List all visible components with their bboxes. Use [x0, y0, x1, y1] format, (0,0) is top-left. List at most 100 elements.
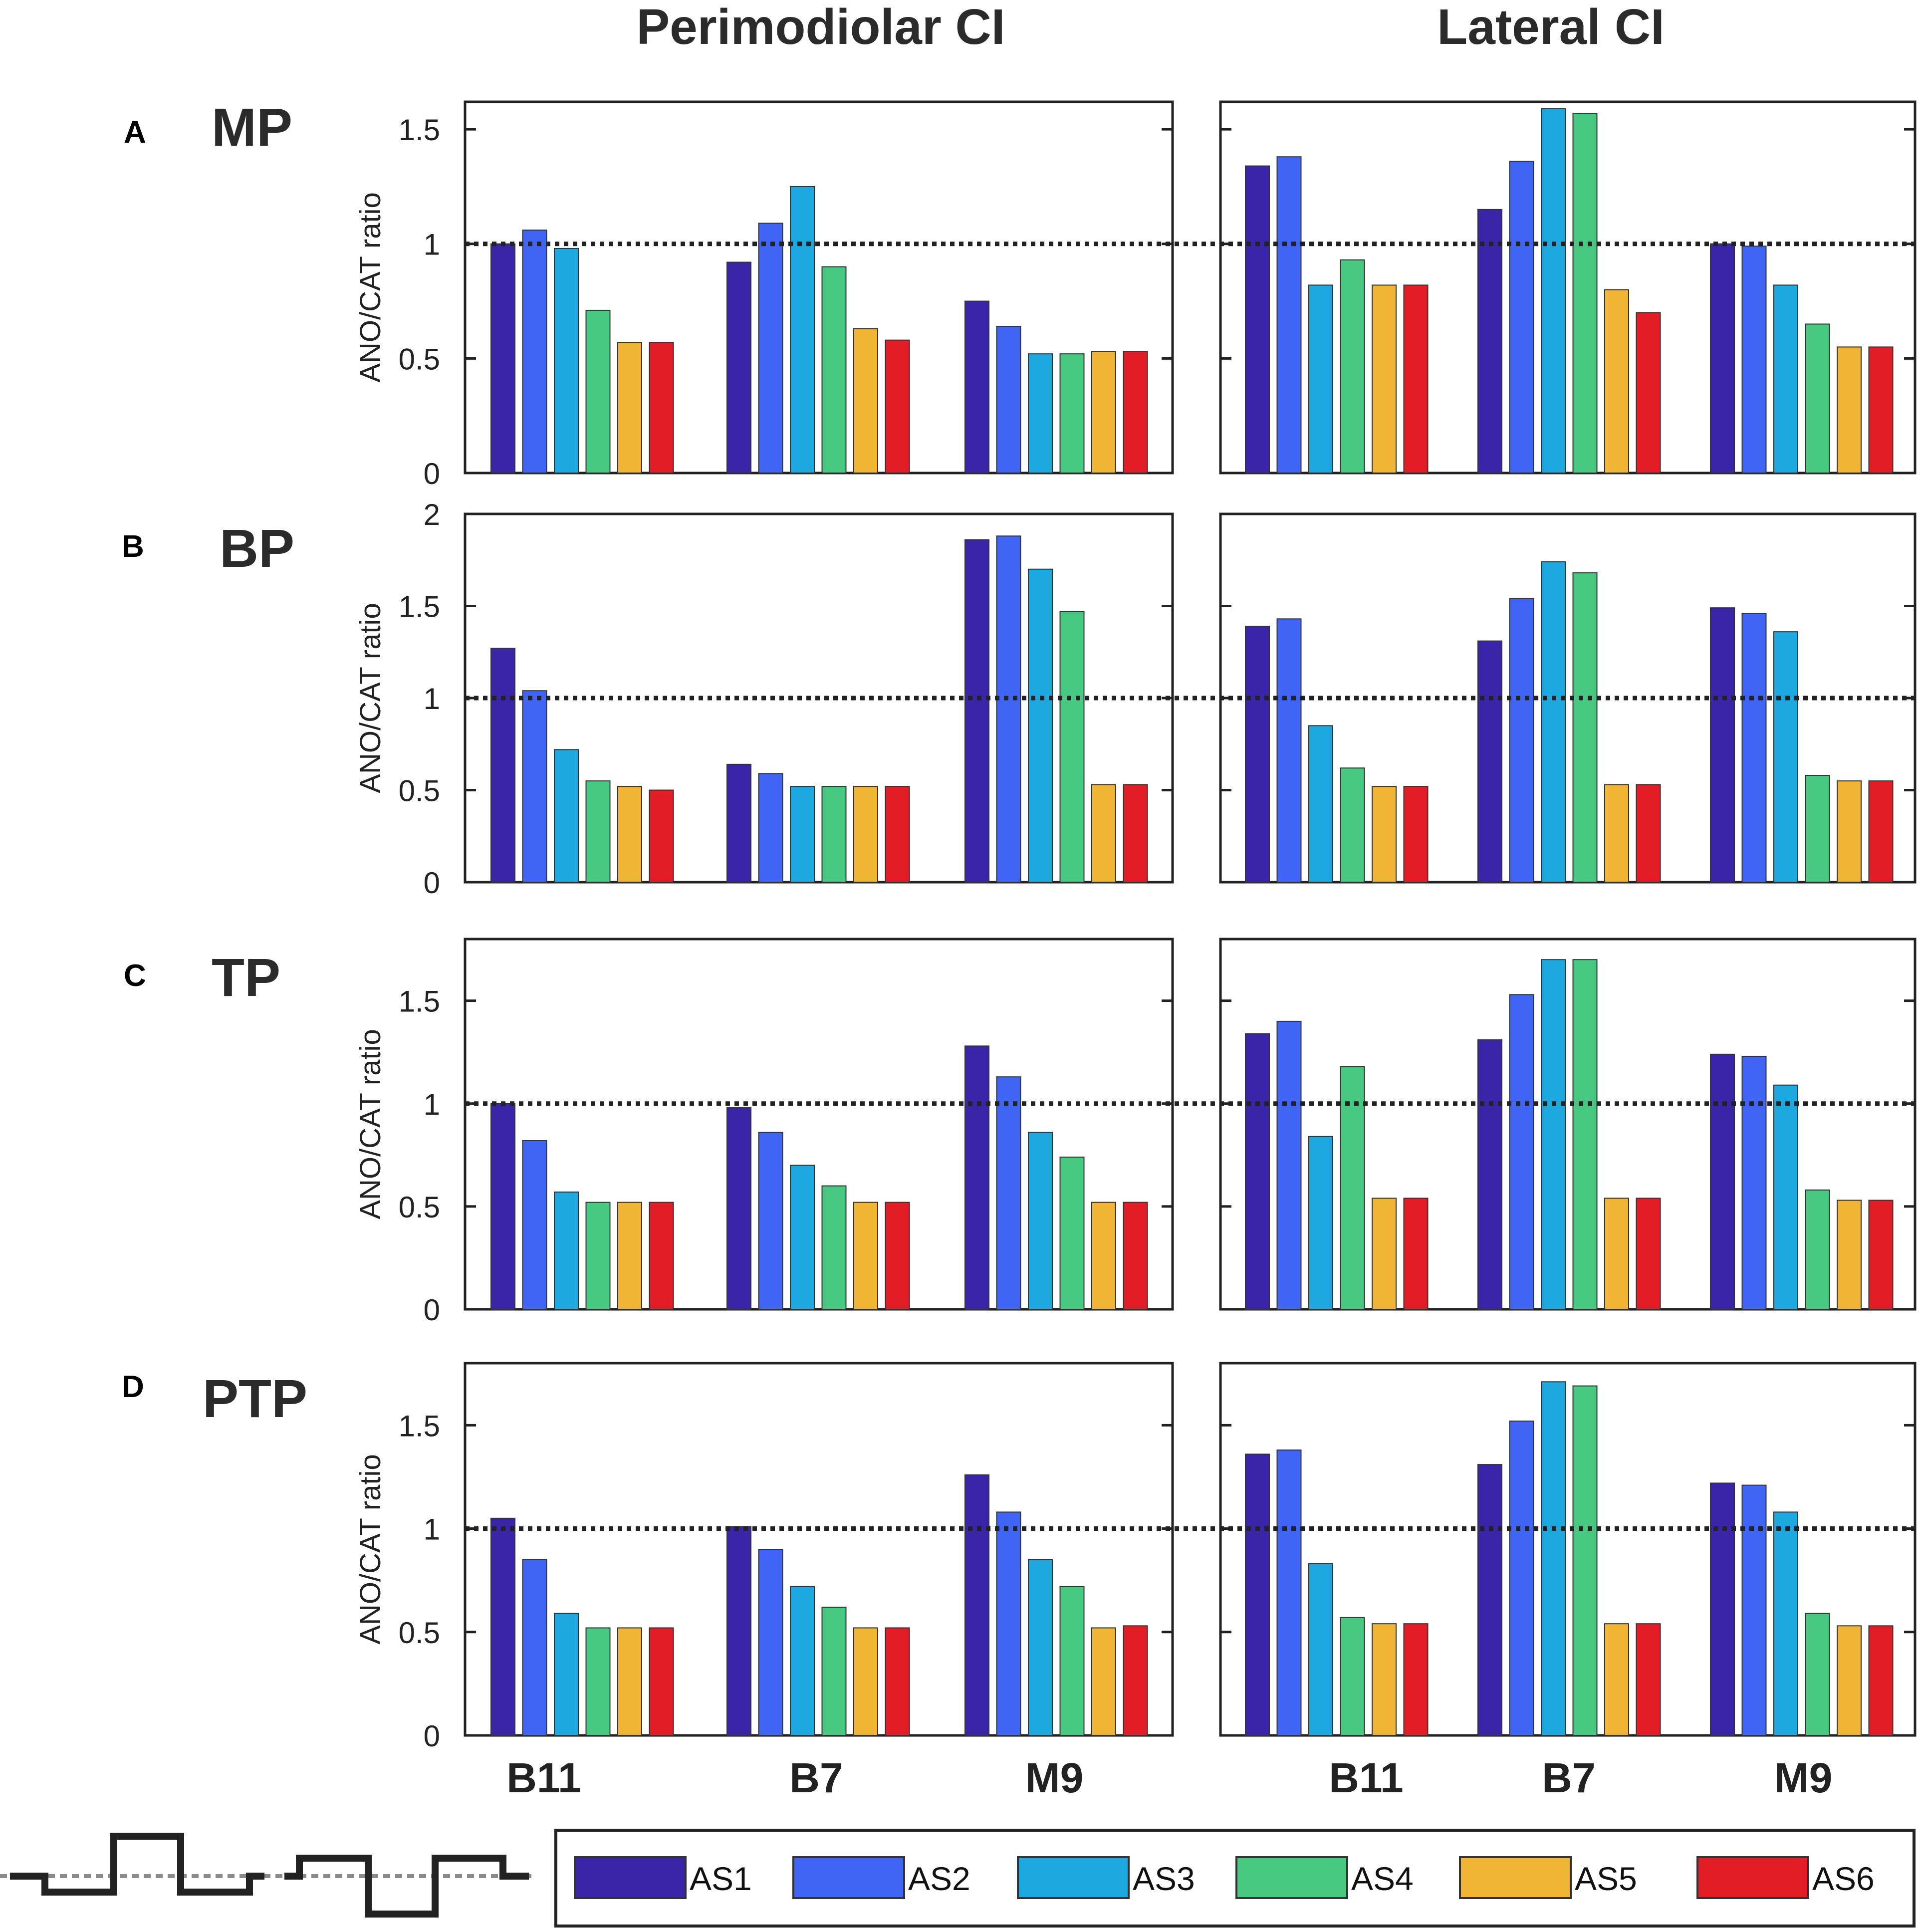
bar-b11-as4	[585, 1627, 611, 1736]
y-axis-label: ANO/CAT ratio	[354, 1029, 387, 1219]
panel-mp-lateral	[1219, 100, 1917, 475]
bar-b11-as3	[554, 1192, 579, 1310]
panel-mp-perimodiolar: 0 0.5 1 1.5 ANO/CAT ratio	[354, 100, 1174, 490]
bar-b11-as6	[1403, 284, 1429, 474]
bar-b7-as5	[853, 1627, 878, 1736]
bar-b7-as6	[885, 339, 910, 474]
panel-letter-b: B	[122, 529, 144, 564]
bar-m9-as4	[1059, 611, 1085, 883]
bar-b11-as3	[1308, 725, 1333, 883]
bar-b11-as5	[1372, 1198, 1397, 1310]
row-title-mp: MP	[212, 97, 292, 157]
category-label-m9-right: M9	[1774, 1754, 1833, 1801]
bar-b11-as1	[1245, 165, 1270, 474]
bar-m9-as4	[1059, 1156, 1085, 1310]
bar-m9-as3	[1773, 631, 1798, 883]
bar-b7-as4	[821, 1185, 847, 1310]
legend-swatch-as1	[574, 1856, 687, 1899]
bar-b7-as5	[1604, 289, 1629, 474]
ytick-label: 1.5	[399, 113, 440, 147]
bar-b11-as6	[1403, 1623, 1429, 1736]
ytick-label: 1.5	[399, 590, 440, 624]
bar-b11-as3	[1308, 1563, 1333, 1736]
y-axis-label: ANO/CAT ratio	[354, 1454, 387, 1644]
row-title-bp: BP	[220, 518, 294, 578]
bar-b11-as1	[490, 1103, 515, 1310]
legend-label-as3: AS3	[1133, 1860, 1195, 1897]
bar-b11-as2	[522, 690, 547, 883]
bar-m9-as5	[1091, 1202, 1116, 1310]
ytick-label: 0	[424, 1719, 440, 1753]
bar-b11-as5	[617, 1627, 642, 1736]
bar-b7-as4	[1572, 572, 1598, 883]
bar-m9-as2	[996, 1076, 1021, 1310]
bar-m9-as5	[1837, 1625, 1862, 1736]
bar-m9-as2	[996, 326, 1021, 474]
bar-m9-as1	[964, 539, 989, 883]
bar-m9-as3	[1028, 568, 1053, 883]
bar-m9-as3	[1773, 284, 1798, 474]
bar-m9-as3	[1028, 1132, 1053, 1310]
bar-b11-as1	[490, 648, 515, 883]
bar-b7-as4	[1572, 1385, 1598, 1736]
bar-b7-as3	[790, 186, 815, 474]
bar-m9-as4	[1059, 353, 1085, 474]
bar-b7-as6	[1636, 1623, 1661, 1736]
bar-m9-as6	[1123, 1625, 1148, 1736]
bar-m9-as1	[964, 300, 989, 474]
bar-b11-as2	[522, 1559, 547, 1736]
category-label-b7-right: B7	[1542, 1754, 1595, 1801]
bar-m9-as6	[1123, 784, 1148, 883]
row-title-ptp: PTP	[203, 1368, 307, 1429]
legend-swatch-as2	[792, 1856, 905, 1899]
bar-m9-as2	[996, 535, 1021, 883]
bar-b11-as1	[1245, 626, 1270, 883]
bar-b7-as5	[853, 786, 878, 883]
bar-b7-as5	[1604, 1198, 1629, 1310]
legend-swatch-as6	[1696, 1856, 1809, 1899]
legend-items: AS1 AS2 AS3 AS4 AS5 AS6	[574, 1856, 1875, 1899]
ytick-label: 0	[424, 866, 440, 900]
legend-label-as1: AS1	[690, 1860, 752, 1897]
bar-b11-as5	[1372, 1623, 1397, 1736]
bar-m9-as6	[1868, 1200, 1894, 1310]
ytick-label: 0.5	[399, 774, 440, 808]
axes-box	[464, 1362, 1174, 1737]
bar-b7-as2	[1509, 1421, 1534, 1736]
bar-b11-as3	[1308, 1136, 1333, 1310]
bar-b7-as3	[790, 786, 815, 883]
bar-b11-as4	[585, 1202, 611, 1310]
bar-b11-as2	[1276, 1449, 1302, 1736]
bar-b11-as4	[585, 780, 611, 883]
bar-b11-as6	[649, 789, 674, 883]
axes-box	[1219, 100, 1917, 475]
ytick-label: 1	[424, 228, 440, 261]
bar-b7-as6	[1636, 312, 1661, 474]
bar-b7-as1	[726, 763, 751, 883]
bar-b11-as1	[1245, 1033, 1270, 1310]
legend-swatch-as4	[1235, 1856, 1348, 1899]
bar-b11-as6	[649, 342, 674, 474]
bar-b7-as4	[821, 266, 847, 474]
waveform-cathodic-first	[284, 1855, 529, 1918]
bar-b7-as1	[726, 1526, 751, 1736]
y-axis-label: ANO/CAT ratio	[354, 603, 387, 793]
bar-b11-as2	[1276, 156, 1302, 474]
row-title-tp: TP	[212, 947, 280, 1007]
bar-b11-as3	[554, 1613, 579, 1736]
bar-b11-as4	[1340, 1066, 1365, 1310]
bar-m9-as5	[1837, 1200, 1862, 1310]
bar-m9-as4	[1059, 1586, 1085, 1736]
bar-b11-as1	[490, 243, 515, 474]
panel-letter-a: A	[124, 115, 146, 150]
ytick-label: 2	[424, 498, 440, 531]
ytick-label: 1.5	[399, 1409, 440, 1443]
axes-box	[464, 100, 1174, 475]
bar-b7-as5	[1604, 1623, 1629, 1736]
bar-b7-as6	[885, 786, 910, 883]
bar-m9-as6	[1868, 346, 1894, 474]
bar-m9-as1	[964, 1474, 989, 1736]
bar-m9-as4	[1805, 1613, 1830, 1736]
bar-b7-as2	[1509, 994, 1534, 1310]
bar-b11-as3	[554, 749, 579, 883]
